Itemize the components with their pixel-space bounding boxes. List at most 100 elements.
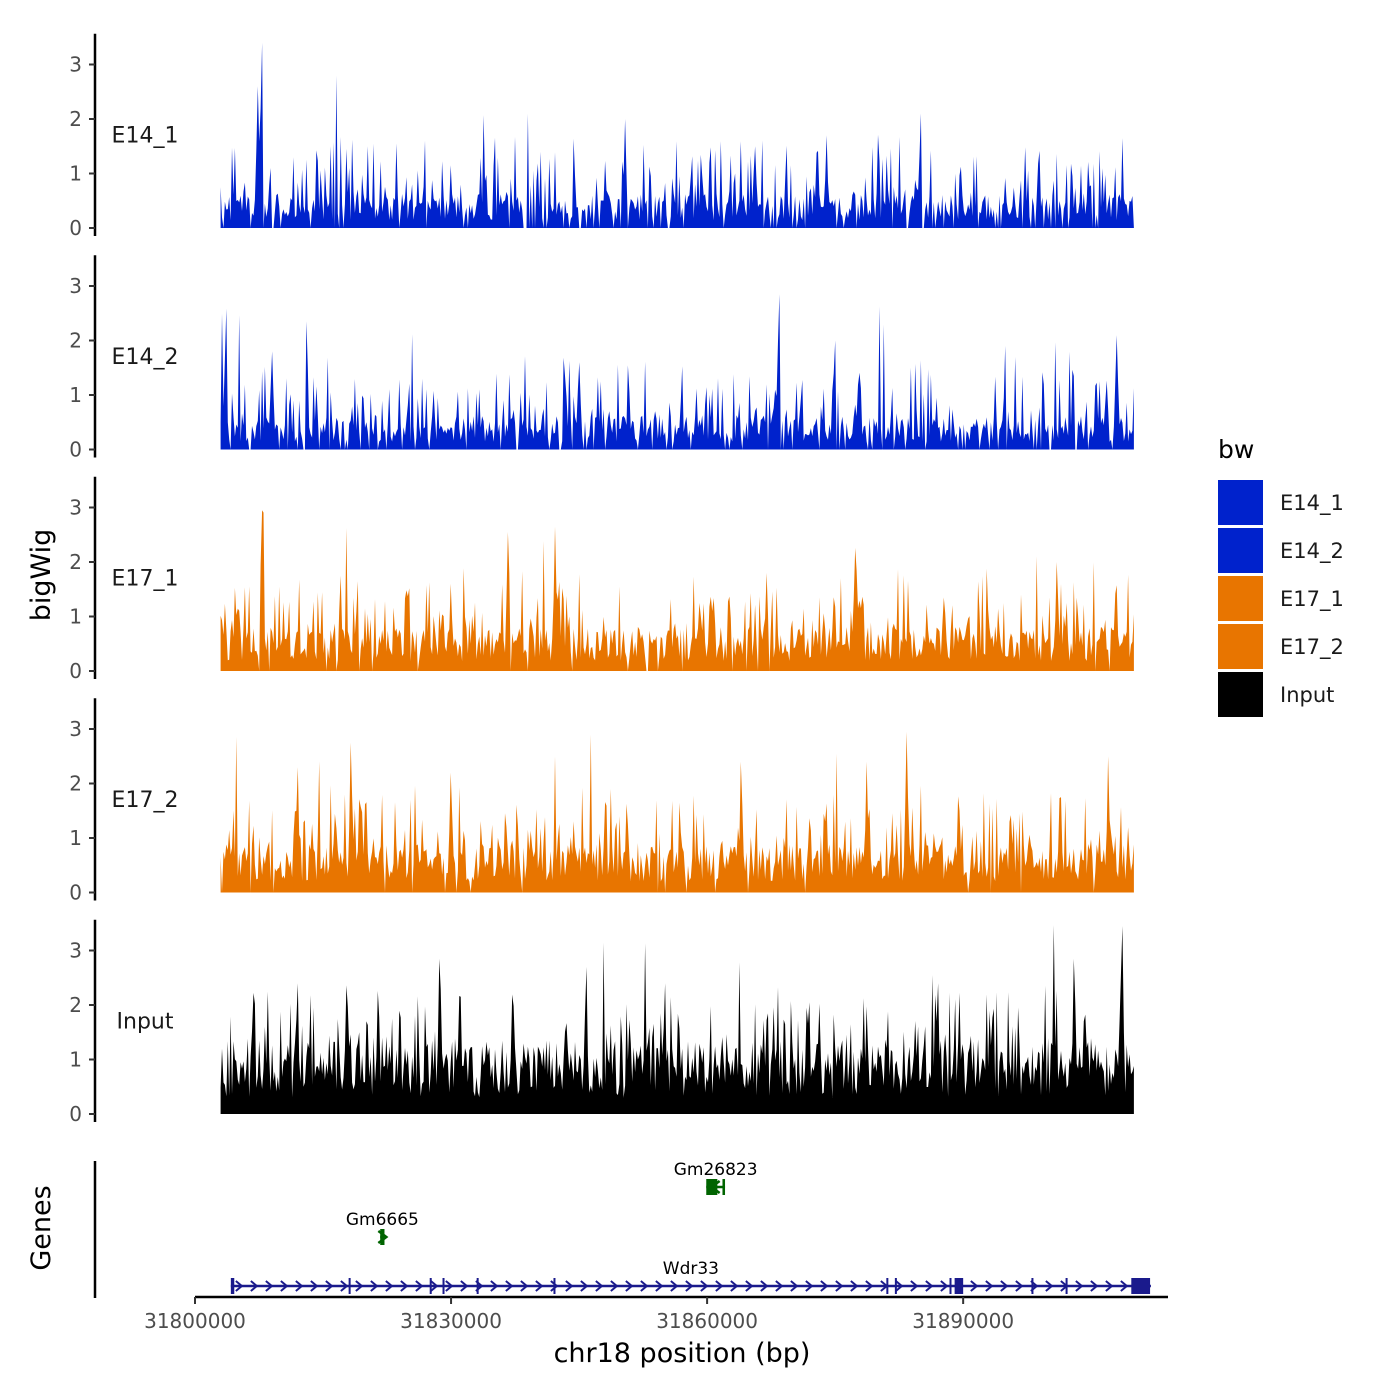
y-tick-label: 0 (69, 216, 82, 240)
panel-label: Input (117, 1009, 174, 1034)
strand-arrow (1075, 1280, 1084, 1292)
strand-arrow (310, 1280, 319, 1292)
strand-arrow (970, 1280, 979, 1292)
legend-key-e17-2 (1218, 624, 1263, 669)
strand-arrow (940, 1280, 949, 1292)
x-tick-label: 31830000 (400, 1309, 502, 1333)
y-axis-title: bigWig (26, 529, 57, 622)
panel-label: E14_1 (112, 123, 179, 148)
panel-label: E14_2 (112, 345, 179, 370)
exon (894, 1278, 897, 1294)
y-tick-label: 2 (69, 329, 82, 353)
strand-arrow (895, 1280, 904, 1292)
coverage-area-e17-1 (220, 510, 1134, 671)
strand-arrow (385, 1280, 394, 1292)
x-tick-label: 31800000 (144, 1309, 246, 1333)
exon (886, 1278, 889, 1294)
strand-arrow (865, 1280, 874, 1292)
exon (1031, 1278, 1034, 1294)
strand-arrow (655, 1280, 664, 1292)
strand-arrow (805, 1280, 814, 1292)
gene-wdr33: Wdr33 (230, 1259, 1151, 1294)
exon (553, 1278, 556, 1294)
gene-label: Gm6665 (346, 1210, 419, 1230)
strand-arrow (415, 1280, 424, 1292)
y-tick-label: 0 (69, 659, 82, 683)
gene-label: Gm26823 (674, 1160, 758, 1180)
strand-arrow (325, 1280, 334, 1292)
strand-arrow (1120, 1280, 1129, 1292)
strand-arrow (535, 1280, 544, 1292)
strand-arrow (910, 1280, 919, 1292)
strand-arrow (685, 1280, 694, 1292)
strand-arrow (1105, 1280, 1114, 1292)
y-tick-label: 3 (69, 717, 82, 741)
track-e17-2: 0 1 2 3 E17_2 (69, 698, 1134, 905)
legend-title: bw (1218, 435, 1254, 464)
y-tick-label: 1 (69, 826, 82, 850)
strand-arrow (1000, 1280, 1009, 1292)
strand-arrow (250, 1280, 259, 1292)
exon (230, 1278, 235, 1294)
strand-arrow (370, 1280, 379, 1292)
gene-label: Wdr33 (663, 1259, 719, 1279)
legend-key-e14-1 (1218, 480, 1263, 525)
exon (348, 1278, 351, 1294)
strand-arrow (820, 1280, 829, 1292)
strand-arrow (1045, 1280, 1054, 1292)
strand-arrow (700, 1280, 709, 1292)
y-tick-label: 2 (69, 993, 82, 1017)
legend-label: E14_1 (1280, 491, 1344, 516)
y-tick-label: 3 (69, 496, 82, 520)
strand-arrow (925, 1280, 934, 1292)
strand-arrow (490, 1280, 499, 1292)
strand-arrow (835, 1280, 844, 1292)
exon (1131, 1278, 1151, 1294)
strand-arrow (715, 1280, 724, 1292)
strand-arrow (295, 1280, 304, 1292)
exon (722, 1179, 726, 1195)
strand-arrow (640, 1280, 649, 1292)
legend-label: E17_2 (1280, 635, 1344, 660)
strand-arrow (730, 1280, 739, 1292)
y-tick-label: 1 (69, 1048, 82, 1072)
strand-arrow (610, 1280, 619, 1292)
legend-key-e14-2 (1218, 528, 1263, 573)
strand-arrow (580, 1280, 589, 1292)
strand-arrow (790, 1280, 799, 1292)
strand-arrow (340, 1280, 349, 1292)
strand-arrow (745, 1280, 754, 1292)
y-tick-label: 0 (69, 438, 82, 462)
exon (476, 1278, 479, 1294)
legend-key-input (1218, 672, 1263, 717)
strand-arrow (1015, 1280, 1024, 1292)
y-tick-label: 3 (69, 53, 82, 77)
strand-arrow (430, 1280, 439, 1292)
strand-arrow (460, 1280, 469, 1292)
coverage-area-e14-1 (220, 42, 1134, 229)
strand-arrow (595, 1280, 604, 1292)
strand-arrow (760, 1280, 769, 1292)
y-tick-label: 2 (69, 107, 82, 131)
panel-label: E17_1 (112, 566, 179, 591)
strand-arrow (445, 1280, 454, 1292)
y-tick-label: 1 (69, 383, 82, 407)
strand-arrow (265, 1280, 274, 1292)
exon (442, 1278, 445, 1294)
track-e14-2: 0 1 2 3 E14_2 (69, 255, 1134, 462)
y-tick-label: 0 (69, 1102, 82, 1126)
strand-arrow (400, 1280, 409, 1292)
y-tick-label: 2 (69, 550, 82, 574)
x-tick-label: 31890000 (912, 1309, 1014, 1333)
genes-axis-title: Genes (26, 1185, 57, 1270)
panel-label: E17_2 (112, 788, 179, 813)
strand-arrow (235, 1280, 244, 1292)
exon (954, 1278, 964, 1294)
strand-arrow (850, 1280, 859, 1292)
track-e17-1: 0 1 2 3 E17_1 (69, 476, 1134, 683)
bigwig-tracks: 0 1 2 3 E14_1 0 1 2 3 E14_2 0 1 2 3 E17_1 0 1 2 3 E17_2 0 1 2 3… (69, 33, 1134, 1126)
legend-label: Input (1280, 683, 1334, 707)
exon (429, 1278, 432, 1294)
strand-arrow (520, 1280, 529, 1292)
